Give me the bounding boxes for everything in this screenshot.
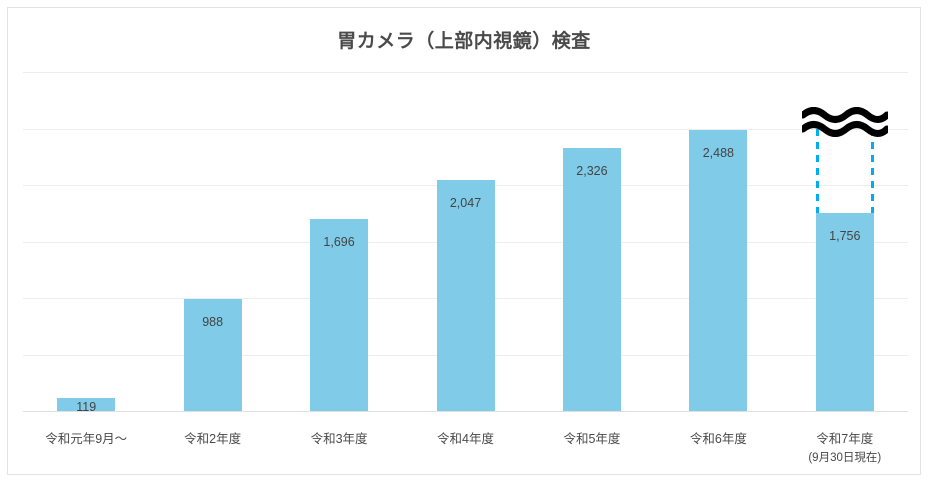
bar (436, 179, 495, 411)
x-axis-label-sublabel: (9月30日現在) (808, 452, 882, 464)
gridline (23, 128, 908, 130)
axis-baseline (23, 411, 908, 412)
x-axis-label-text: 令和4年度 (437, 432, 494, 446)
x-axis-label-text: 令和5年度 (563, 432, 621, 446)
bar (562, 148, 621, 411)
bar-value-label: 1,696 (323, 235, 355, 250)
gridline (23, 72, 908, 73)
bar-value-label: 2,326 (576, 164, 608, 179)
bar-value-label: 1,756 (829, 228, 861, 243)
x-axis-label: 令和3年度 (276, 430, 402, 449)
x-axis-label: 令和4年度 (402, 430, 528, 449)
x-axis-label-text: 令和2年度 (184, 432, 242, 446)
x-axis-label: 令和6年度 (655, 430, 781, 449)
x-axis-labels: 令和元年9月〜 令和2年度 令和3年度 令和4年度 令和5年度 令和6年度 令和7年度 (9月… (23, 430, 908, 486)
bar-value-label: 119 (76, 399, 97, 414)
x-axis-label: 令和5年度 (529, 430, 655, 449)
x-axis-label: 令和2年度 (149, 430, 275, 449)
bar (310, 219, 369, 411)
projection-dashed-edge (815, 129, 819, 213)
bar (57, 397, 116, 411)
bar (815, 212, 874, 411)
bar-value-label: 2,047 (449, 195, 482, 210)
x-axis-label-text: 令和3年度 (310, 432, 368, 446)
bar-value-label: 988 (202, 315, 224, 330)
x-axis-label-text: 令和6年度 (689, 432, 747, 446)
bar-value-label: 2,488 (702, 145, 734, 160)
plot-area: 119 988 1,696 2,047 2,326 2,488 1,756 (23, 62, 908, 418)
projection-dashed-edge (870, 129, 874, 213)
bar (689, 129, 748, 411)
chart-container: 胃カメラ（上部内視鏡）検査 119 988 1,696 2,047 2,326 2,488… (7, 7, 921, 475)
x-axis-label: 令和元年9月〜 (23, 430, 149, 449)
wavy-break-icon (799, 107, 891, 137)
x-axis-label-text: 令和7年度 (816, 432, 874, 446)
x-axis-label: 令和7年度 (9月30日現在) (782, 430, 908, 468)
bar (183, 299, 242, 411)
x-axis-label-text: 令和元年9月〜 (45, 432, 128, 446)
chart-title: 胃カメラ（上部内視鏡）検査 (337, 31, 591, 52)
